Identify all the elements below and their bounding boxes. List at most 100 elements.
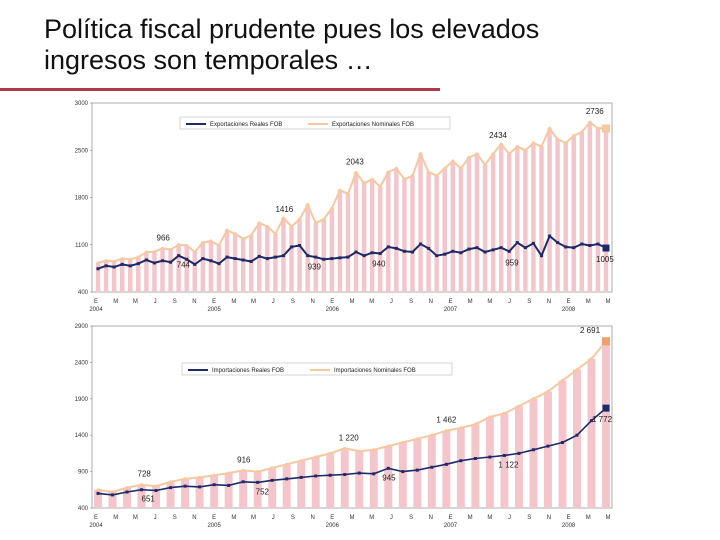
legend-label-nominal: Exportaciones Nominales FOB (332, 122, 414, 128)
point-real (401, 470, 405, 474)
data-label: 1 220 (339, 433, 360, 442)
x-tick-label: E (330, 515, 334, 521)
point-nominal (338, 188, 342, 192)
point-nominal (580, 130, 584, 134)
point-nominal (270, 466, 274, 470)
point-real (249, 259, 253, 263)
point-real (298, 243, 302, 247)
bar (427, 435, 436, 508)
data-label: 945 (382, 473, 396, 482)
point-real (589, 419, 593, 423)
point-real (419, 242, 423, 246)
x-tick-label: M (133, 515, 138, 521)
point-nominal (488, 415, 492, 419)
bar (498, 144, 504, 292)
bar (181, 478, 190, 508)
point-real (372, 472, 376, 476)
bar (289, 226, 294, 292)
point-real (488, 455, 492, 459)
bar (329, 208, 335, 292)
point-nominal (499, 142, 503, 146)
y-tick-label: 2900 (75, 324, 89, 330)
bar (384, 446, 393, 508)
chart-legend-1: Exportaciones Reales FOB Exportaciones No… (179, 116, 451, 130)
point-real (201, 257, 205, 261)
point-nominal (354, 170, 358, 175)
data-label: 939 (308, 263, 322, 272)
point-nominal (523, 148, 527, 152)
point-real (402, 249, 406, 253)
x-tick-label: M (468, 299, 473, 305)
bar (418, 153, 423, 292)
bar (355, 451, 364, 508)
bar (268, 467, 277, 508)
point-real (588, 243, 592, 247)
x-tick-label: M (231, 515, 236, 521)
bar (248, 235, 254, 292)
bar (216, 245, 222, 292)
point-real (394, 246, 398, 250)
bar (94, 489, 102, 508)
point-nominal (177, 243, 181, 247)
bar (224, 473, 233, 508)
data-label: 959 (505, 258, 519, 267)
series-line-nominal (97, 120, 606, 264)
point-real (459, 459, 463, 463)
data-label: 1 462 (436, 416, 457, 425)
x-tick-label: N (547, 515, 551, 521)
data-label: 966 (157, 233, 171, 242)
bar (128, 259, 133, 292)
point-nominal (314, 221, 318, 225)
data-label: 744 (177, 261, 191, 270)
point-nominal (96, 488, 100, 492)
y-tick-label: 900 (78, 470, 89, 476)
bar (95, 262, 101, 292)
x-tick-label: E (94, 299, 98, 305)
point-nominal (415, 437, 419, 441)
point-nominal (386, 170, 390, 174)
point-real (285, 477, 289, 481)
bar (563, 142, 568, 292)
point-nominal (120, 256, 124, 261)
point-real (370, 251, 374, 255)
point-nominal (517, 404, 521, 408)
point-nominal (168, 480, 173, 484)
point-real (225, 255, 229, 259)
x-tick-label: M (606, 515, 611, 521)
bar (176, 244, 181, 292)
y-tick-label: 3000 (75, 101, 89, 107)
bar (297, 460, 306, 508)
point-real (322, 257, 326, 261)
point-nominal (459, 166, 463, 171)
x-year-label: 2005 (207, 307, 221, 313)
bar (160, 248, 165, 292)
data-label: 1 122 (498, 460, 519, 469)
point-real (483, 250, 487, 254)
y-tick-label: 1900 (75, 397, 89, 403)
point-nominal (328, 451, 332, 455)
point-nominal (589, 357, 594, 361)
x-tick-label: S (291, 515, 295, 521)
point-real (120, 262, 124, 266)
point-real (314, 255, 318, 259)
bar (103, 260, 109, 292)
point-nominal (596, 126, 600, 131)
point-nominal (217, 243, 221, 248)
point-nominal (330, 206, 334, 211)
point-nominal (394, 166, 398, 171)
bar (321, 219, 327, 292)
point-real (427, 246, 431, 250)
x-year-label: 2008 (562, 307, 576, 313)
point-real (410, 250, 414, 254)
data-label: 2043 (346, 158, 364, 167)
point-real (265, 257, 269, 261)
bar (456, 427, 465, 508)
point-nominal (531, 397, 536, 401)
point-real (467, 247, 471, 251)
bar (137, 484, 146, 508)
bar (253, 471, 262, 508)
point-nominal (144, 250, 148, 254)
point-nominal (588, 120, 592, 124)
point-nominal (362, 181, 366, 185)
x-tick-label: E (212, 515, 216, 521)
